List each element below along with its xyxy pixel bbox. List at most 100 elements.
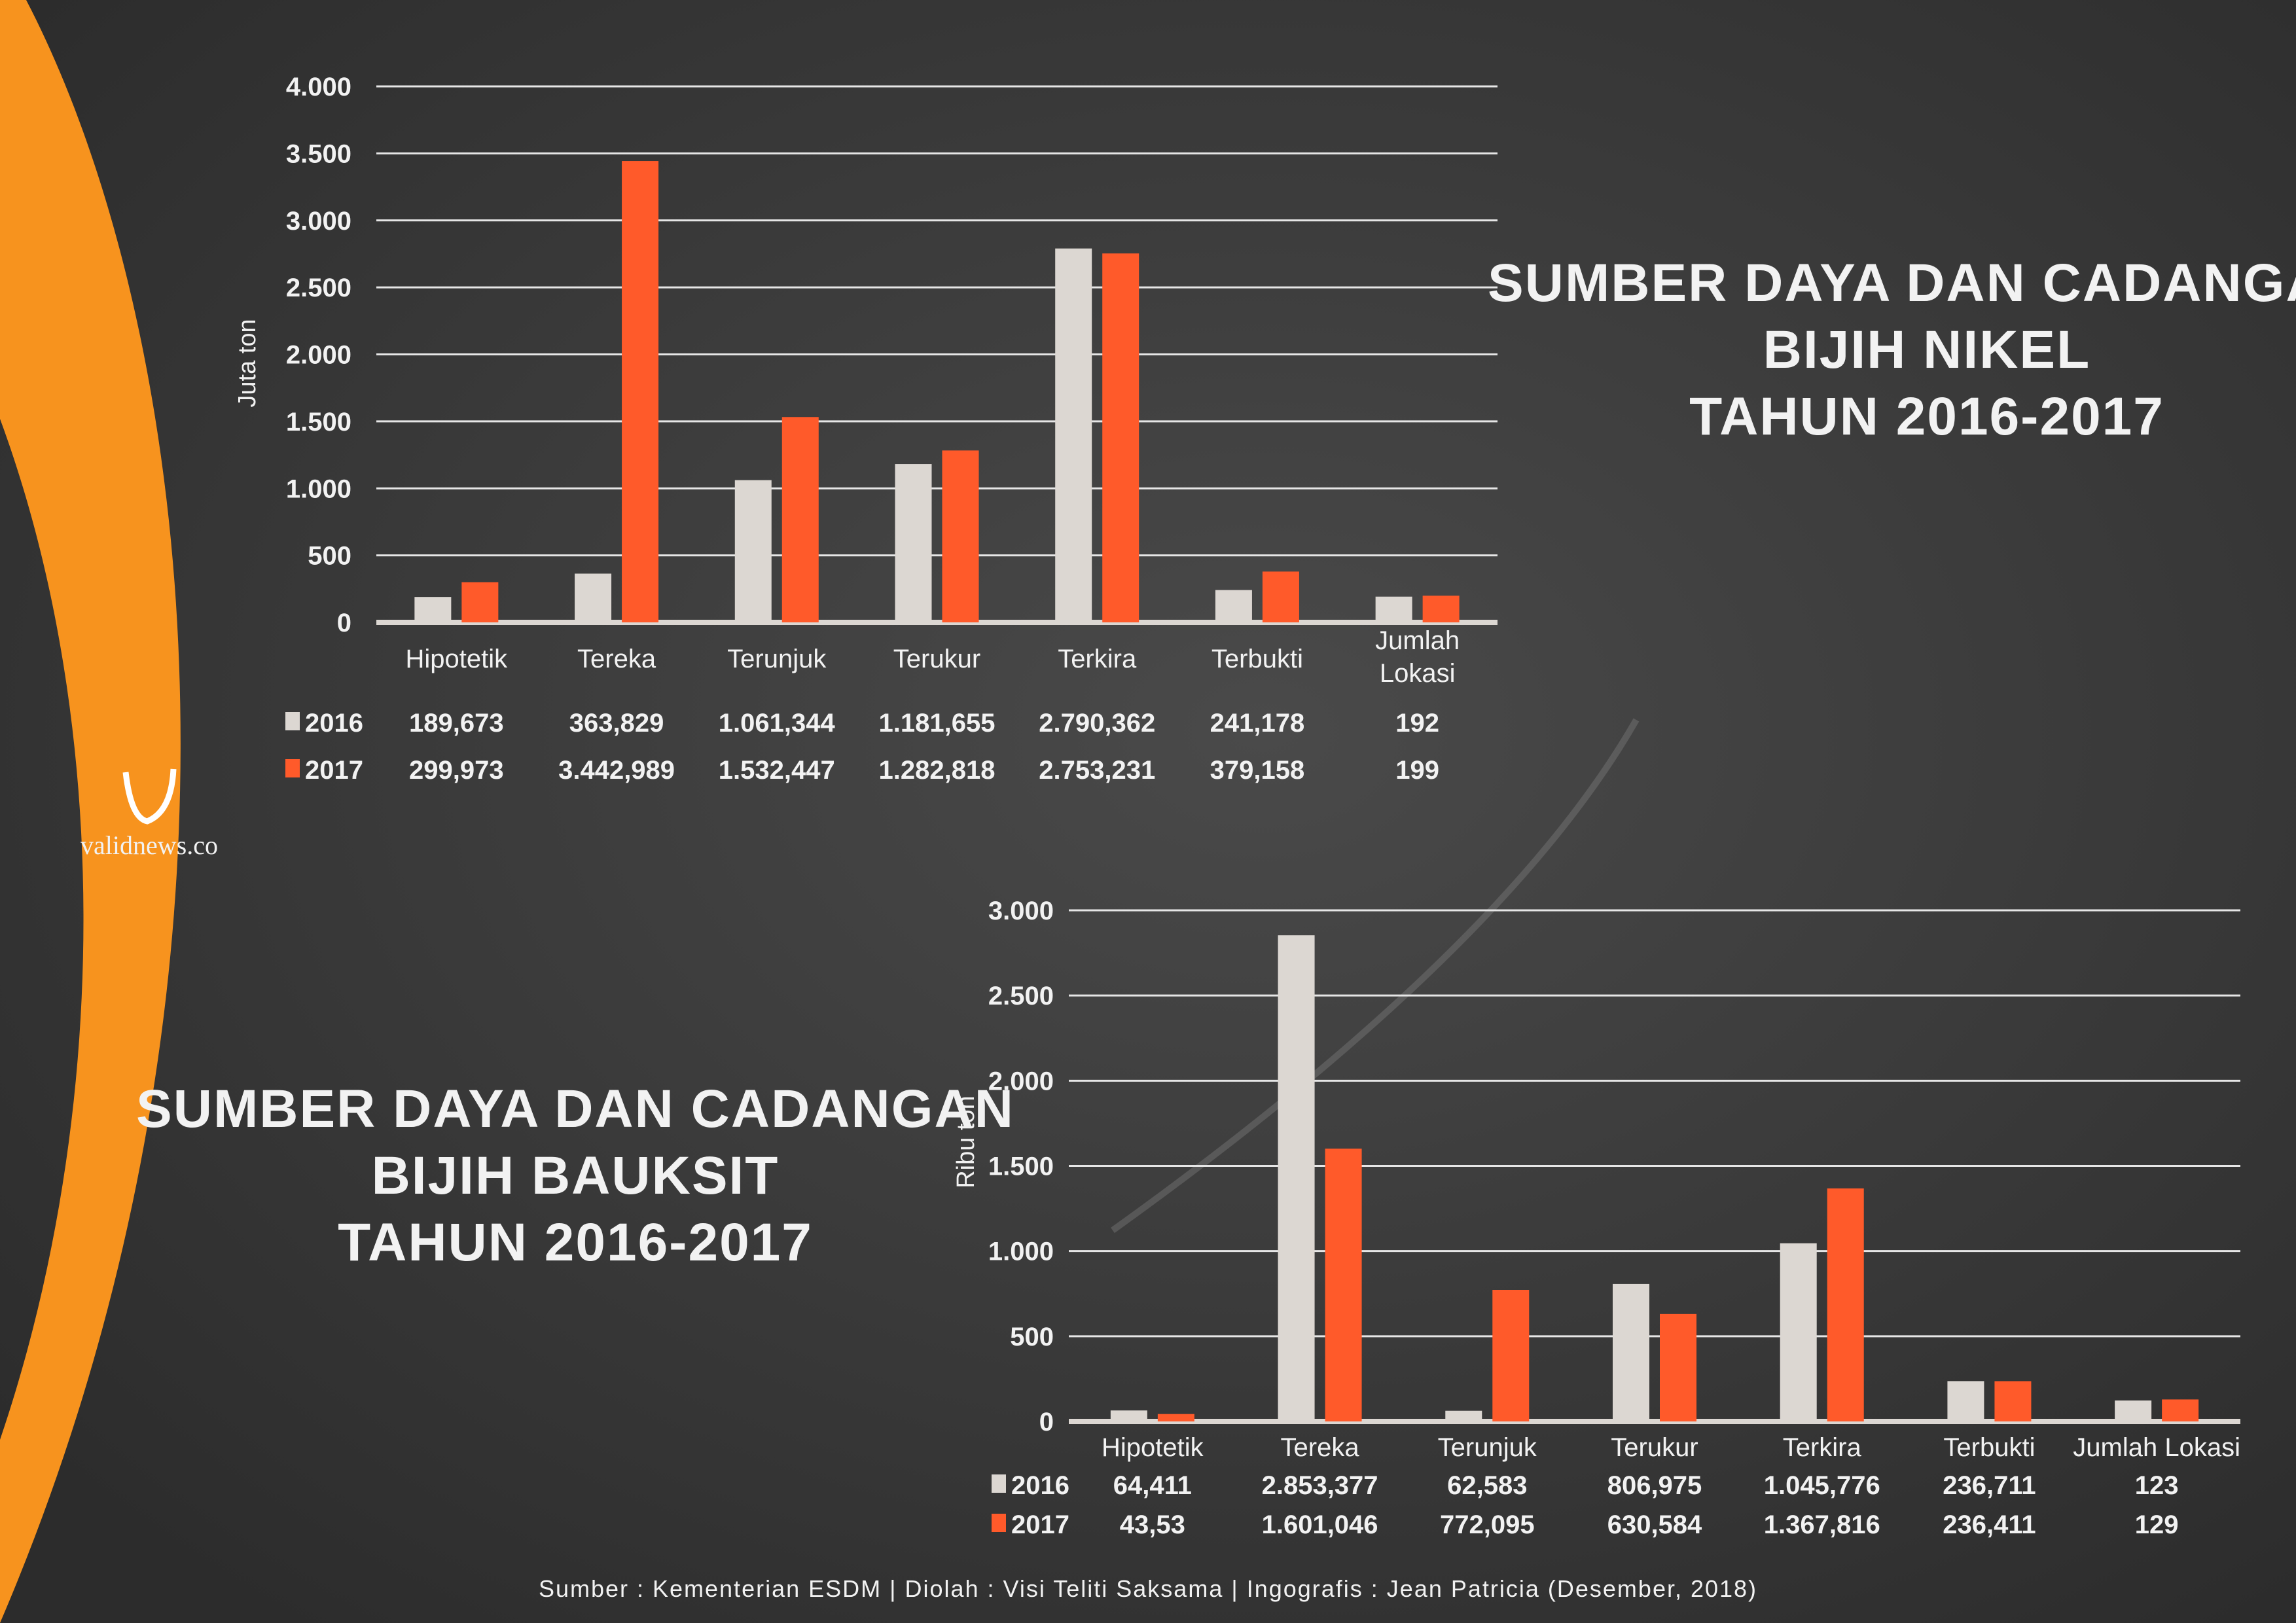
bar-2016	[575, 573, 612, 622]
y-tick-label: 3.000	[286, 207, 351, 236]
category-label: Jumlah Lokasi	[1375, 626, 1460, 688]
legend-label-2017: 2017	[1011, 1510, 1069, 1539]
value-label-2016: 806,975	[1607, 1471, 1702, 1500]
y-tick-label: 2.500	[988, 982, 1054, 1010]
y-tick-label: 4.000	[286, 73, 351, 101]
value-label-2016: 2.853,377	[1262, 1471, 1378, 1500]
y-tick-label: 1.000	[286, 474, 351, 503]
value-label-2017: 1.601,046	[1262, 1510, 1378, 1539]
value-label-2016: 1.061,344	[719, 709, 836, 738]
nikel-title-line-3: TAHUN 2016-2017	[1689, 387, 2164, 446]
y-tick-label: 1.000	[988, 1238, 1054, 1266]
value-label-2017: 236,411	[1943, 1510, 2036, 1539]
chalk-smudge	[1111, 718, 1640, 1234]
category-label: Terkira	[1058, 645, 1137, 673]
bar-2016	[1110, 1410, 1147, 1421]
legend-label-2017: 2017	[305, 756, 363, 785]
value-label-2016: 363,829	[569, 709, 664, 738]
legend-swatch-2016	[992, 1474, 1006, 1493]
y-tick-label: 0	[337, 609, 351, 637]
value-label-2016: 64,411	[1113, 1471, 1192, 1500]
value-label-2017: 1.282,818	[879, 756, 996, 785]
bar-2016	[734, 480, 772, 622]
bar-2016	[414, 597, 452, 622]
bar-2016	[1780, 1243, 1817, 1421]
category-label: Tereka	[1281, 1433, 1360, 1462]
bar-2017	[1827, 1188, 1864, 1421]
bauksit-title-line-2: BIJIH BAUKSIT	[372, 1146, 780, 1205]
y-tick-label: 1.500	[988, 1152, 1054, 1181]
value-label-2017: 129	[2135, 1510, 2179, 1539]
value-label-2017: 199	[1395, 756, 1439, 785]
category-label: Terkira	[1783, 1433, 1862, 1462]
value-label-2016: 189,673	[409, 709, 504, 738]
orange-arc-decoration	[0, 0, 181, 1623]
legend-swatch-2017	[992, 1514, 1006, 1532]
y-axis-label: Juta ton	[234, 319, 261, 407]
y-tick-label: 500	[1010, 1323, 1054, 1351]
bar-2017	[781, 417, 819, 622]
y-tick-label: 3.500	[286, 139, 351, 168]
value-label-2017: 630,584	[1607, 1510, 1702, 1539]
bar-2017	[1262, 571, 1299, 622]
logo-text: validnews.co	[81, 830, 218, 860]
category-label: Terukur	[893, 645, 980, 673]
category-label: Jumlah Lokasi	[2073, 1433, 2240, 1462]
legend-swatch-2017	[285, 759, 300, 777]
bar-2017	[622, 161, 659, 623]
value-label-2017: 3.442,989	[558, 756, 675, 785]
value-label-2017: 299,973	[409, 756, 504, 785]
bar-2016	[2115, 1400, 2152, 1421]
bauksit-title: SUMBER DAYA DAN CADANGAN BIJIH BAUKSIT T…	[136, 1079, 1014, 1272]
value-label-2016: 241,178	[1210, 709, 1305, 738]
y-tick-label: 2.000	[988, 1067, 1054, 1096]
bar-2016	[1375, 596, 1412, 622]
bar-2017	[1994, 1381, 2032, 1421]
nikel-chart: 0 500 1.000 1.500 2.000 2.500 3.000 3.500 4.000 J…	[234, 73, 1498, 785]
category-label: Hipotetik	[1102, 1433, 1204, 1462]
bar-2017	[1492, 1289, 1530, 1421]
bar-2016	[895, 464, 932, 622]
bar-2017	[1325, 1149, 1362, 1421]
value-label-2017: 379,158	[1210, 756, 1305, 785]
legend-swatch-2016	[285, 712, 300, 730]
legend-label-2016: 2016	[1011, 1471, 1069, 1500]
value-label-2017: 2.753,231	[1039, 756, 1155, 785]
y-tick-label: 1.500	[286, 408, 351, 437]
category-label: Terukur	[1611, 1433, 1698, 1462]
bar-2016	[1947, 1381, 1984, 1421]
value-label-2017: 1.532,447	[719, 756, 835, 785]
value-label-2016: 236,711	[1943, 1471, 2036, 1500]
nikel-title: SUMBER DAYA DAN CADANGAN BIJIH NIKEL TAH…	[1488, 253, 2296, 446]
category-label: Terbukti	[1943, 1433, 2035, 1462]
y-tick-label: 2.000	[286, 341, 351, 370]
y-axis-label: Ribu ton	[952, 1096, 980, 1188]
value-label-2016: 1.045,776	[1764, 1471, 1880, 1500]
value-label-2016: 62,583	[1447, 1471, 1527, 1500]
y-tick-label: 2.500	[286, 274, 351, 302]
value-label-2017: 43,53	[1120, 1510, 1185, 1539]
nikel-title-line-2: BIJIH NIKEL	[1763, 320, 2090, 380]
value-label-2017: 772,095	[1440, 1510, 1535, 1539]
bauksit-chart: 0 500 1.000 1.500 2.000 2.500 3.000 Ribu ton 64,…	[952, 897, 2240, 1539]
category-label: Terunjuk	[727, 645, 827, 673]
bar-2016	[1613, 1283, 1649, 1421]
bar-2017	[1157, 1414, 1194, 1421]
logo-mark-icon	[122, 768, 177, 825]
bar-2016	[1445, 1410, 1482, 1421]
validnews-logo: validnews.co	[81, 768, 218, 860]
bar-2016	[1055, 248, 1092, 623]
category-label: Terunjuk	[1438, 1433, 1537, 1462]
bauksit-title-line-1: SUMBER DAYA DAN CADANGAN	[136, 1079, 1014, 1139]
value-label-2016: 1.181,655	[879, 709, 996, 738]
bar-2017	[1102, 253, 1139, 622]
value-label-2016: 192	[1395, 709, 1439, 738]
category-label: Terbukti	[1211, 645, 1303, 673]
bar-2017	[2162, 1399, 2199, 1421]
bar-2016	[1215, 590, 1252, 622]
y-tick-label: 500	[308, 542, 351, 571]
y-tick-label: 3.000	[988, 897, 1054, 925]
bar-2017	[942, 450, 979, 622]
